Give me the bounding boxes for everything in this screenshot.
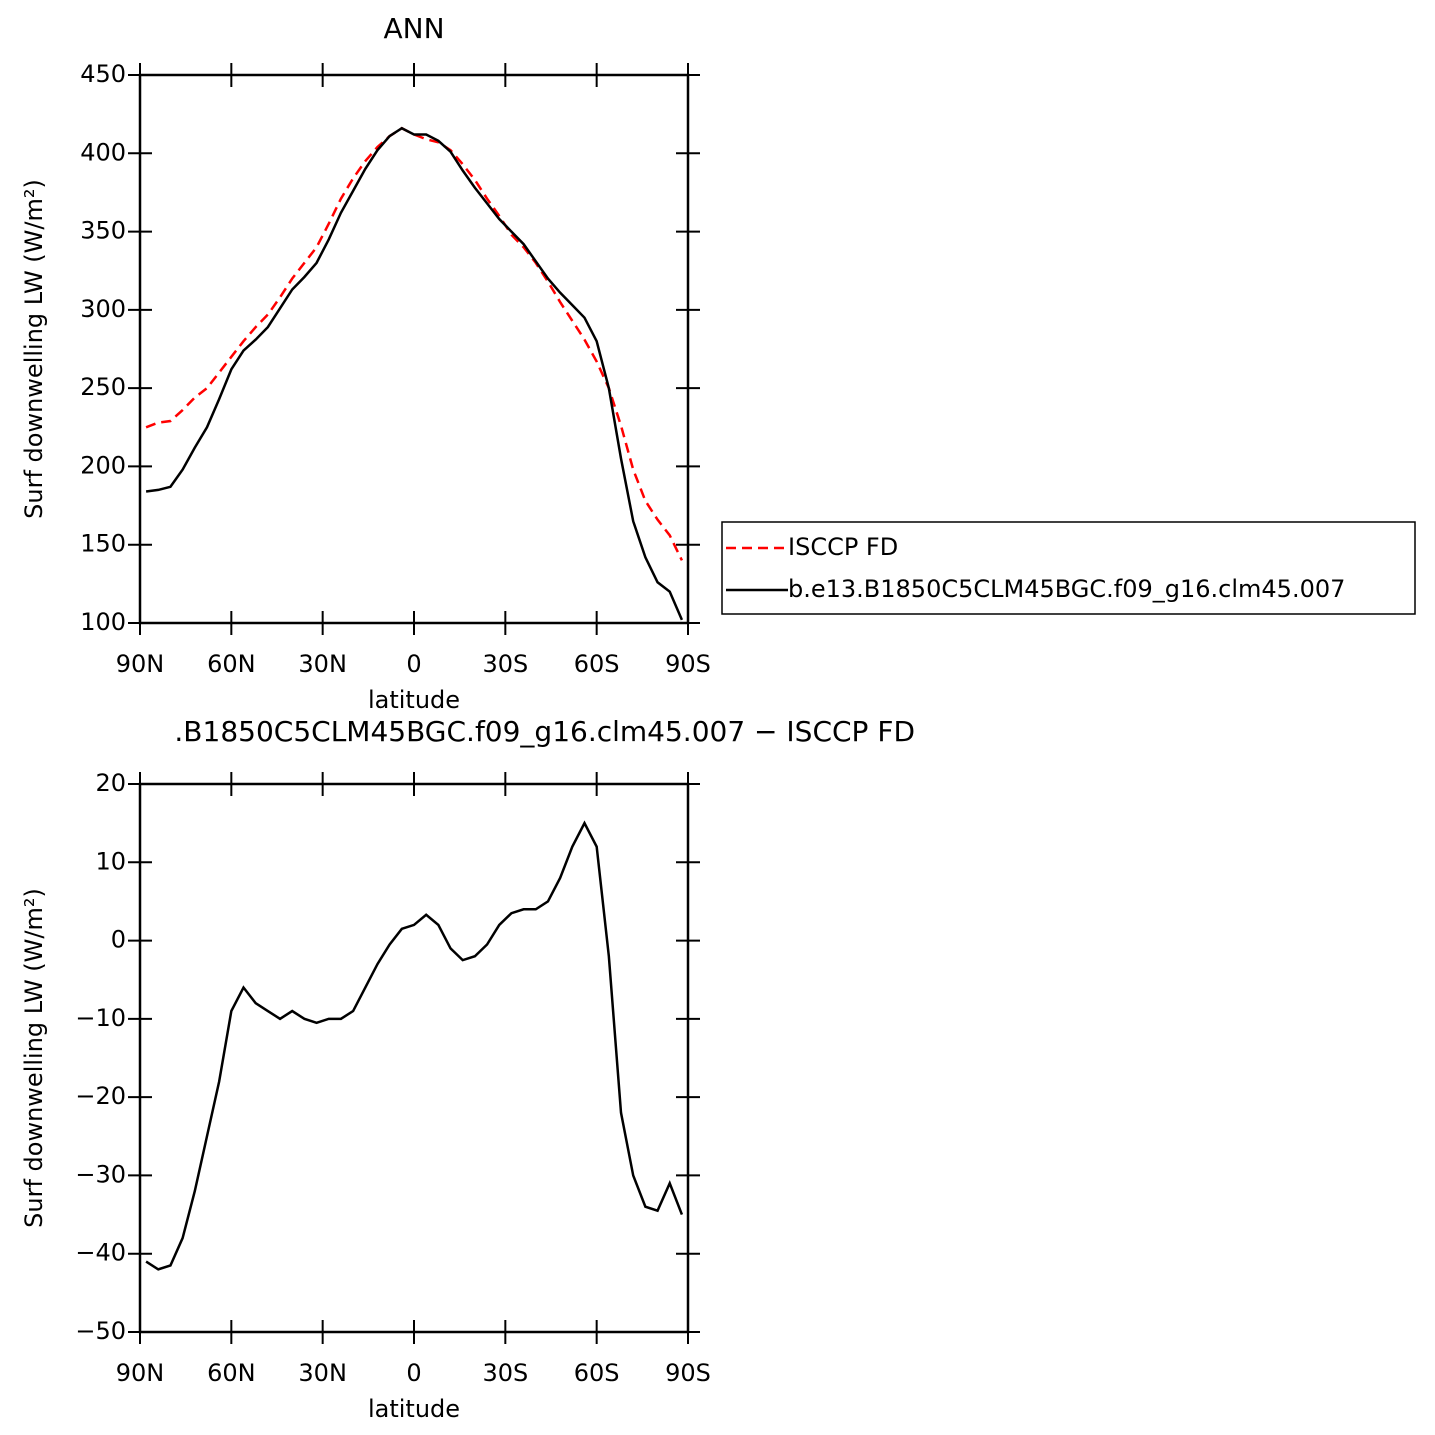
- x-tick-label: 30S: [482, 1359, 528, 1387]
- legend-box: [721, 521, 1416, 615]
- y-tick-label: −40: [75, 1239, 126, 1267]
- x-tick-label: 90S: [665, 650, 711, 678]
- x-tick-label: 30S: [482, 650, 528, 678]
- x-tick-label: 30N: [298, 650, 347, 678]
- y-tick-label: 100: [80, 608, 126, 636]
- y-tick-label: 20: [95, 769, 126, 797]
- y-tick-label: −30: [75, 1160, 126, 1188]
- x-tick-label: 90N: [116, 650, 165, 678]
- y-tick-label: 150: [80, 530, 126, 558]
- y-tick-label: −10: [75, 1004, 126, 1032]
- y-tick-label: 250: [80, 373, 126, 401]
- y-tick-label: −20: [75, 1082, 126, 1110]
- x-tick-label: 60N: [207, 1359, 256, 1387]
- y-axis-label: Surf downwelling LW (W/m²): [20, 179, 48, 519]
- x-tick-label: 0: [406, 1359, 421, 1387]
- plot-frame: [138, 782, 690, 1334]
- y-tick-label: 450: [80, 60, 126, 88]
- y-tick-label: 300: [80, 295, 126, 323]
- data-line: [145, 820, 684, 1271]
- data-line: [145, 126, 684, 621]
- plot-frame: [138, 73, 690, 625]
- x-tick-label: 60S: [574, 1359, 620, 1387]
- y-tick-label: 10: [95, 847, 126, 875]
- y-axis-label: Surf downwelling LW (W/m²): [20, 888, 48, 1228]
- legend-label: ISCCP FD: [788, 533, 898, 561]
- x-tick-label: 90S: [665, 1359, 711, 1387]
- x-tick-label: 60N: [207, 650, 256, 678]
- chart-title: ANN: [383, 12, 444, 45]
- data-line: [145, 126, 684, 561]
- y-tick-label: 200: [80, 451, 126, 479]
- y-tick-label: 350: [80, 217, 126, 245]
- y-tick-label: 400: [80, 138, 126, 166]
- x-tick-label: 0: [406, 650, 421, 678]
- x-axis-label: latitude: [368, 686, 460, 714]
- x-tick-label: 60S: [574, 650, 620, 678]
- legend-label: b.e13.B1850C5CLM45BGC.f09_g16.clm45.007: [788, 575, 1345, 603]
- x-axis-label: latitude: [368, 1395, 460, 1423]
- x-tick-label: 30N: [298, 1359, 347, 1387]
- y-tick-label: −50: [75, 1317, 126, 1345]
- y-tick-label: 0: [111, 926, 126, 954]
- chart-title: .B1850C5CLM45BGC.f09_g16.clm45.007 − ISC…: [174, 715, 915, 748]
- x-tick-label: 90N: [116, 1359, 165, 1387]
